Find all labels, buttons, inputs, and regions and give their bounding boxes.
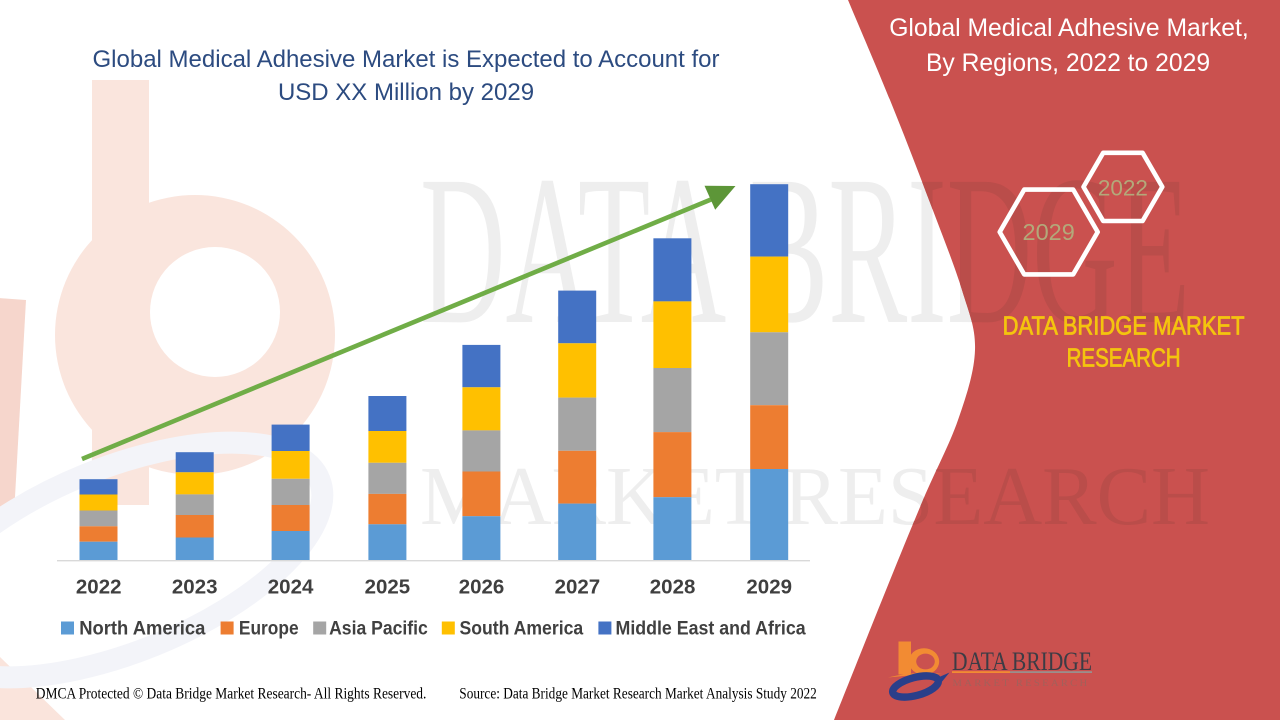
svg-text:2029: 2029 bbox=[746, 576, 792, 599]
svg-text:2026: 2026 bbox=[459, 576, 505, 599]
svg-text:Europe: Europe bbox=[239, 618, 299, 640]
svg-text:2027: 2027 bbox=[555, 576, 601, 599]
svg-text:Global Medical Adhesive Market: Global Medical Adhesive Market, bbox=[889, 15, 1249, 42]
svg-text:Middle East and Africa: Middle East and Africa bbox=[616, 618, 806, 640]
svg-text:Source: Data Bridge Market Res: Source: Data Bridge Market Research Mark… bbox=[459, 685, 817, 702]
svg-text:DATA BRIDGE MARKET: DATA BRIDGE MARKET bbox=[1003, 313, 1245, 341]
svg-text:2024: 2024 bbox=[268, 576, 314, 599]
svg-text:2023: 2023 bbox=[172, 576, 218, 599]
svg-text:By Regions, 2022 to 2029: By Regions, 2022 to 2029 bbox=[926, 50, 1210, 77]
svg-text:North America: North America bbox=[79, 618, 205, 640]
svg-text:DATA BRIDGE: DATA BRIDGE bbox=[952, 647, 1092, 676]
svg-text:2025: 2025 bbox=[365, 576, 411, 599]
svg-text:RESEARCH: RESEARCH bbox=[1067, 345, 1181, 373]
svg-text:MARKET RESEARCH: MARKET RESEARCH bbox=[953, 679, 1090, 689]
svg-text:Asia Pacific: Asia Pacific bbox=[329, 618, 428, 640]
svg-text:2022: 2022 bbox=[1098, 176, 1148, 201]
svg-text:2022: 2022 bbox=[76, 576, 122, 599]
svg-text:DMCA Protected © Data Bridge: DMCA Protected © Data Bridge Market Rese… bbox=[36, 685, 427, 702]
svg-text:South America: South America bbox=[460, 618, 584, 640]
svg-text:2028: 2028 bbox=[650, 576, 696, 599]
svg-text:2029: 2029 bbox=[1023, 219, 1075, 245]
